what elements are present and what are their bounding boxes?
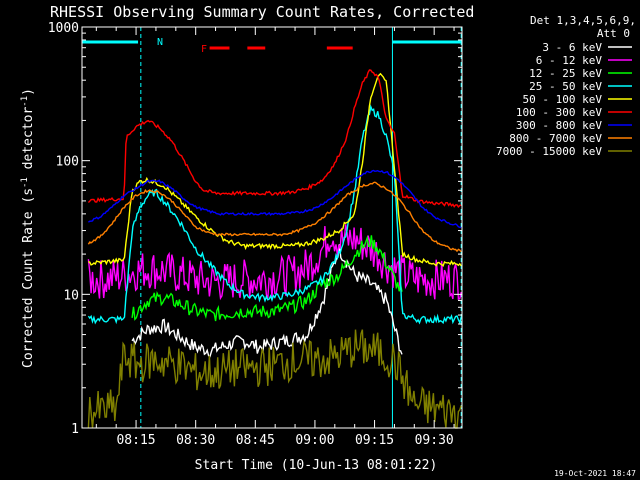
series-line-0 bbox=[131, 244, 403, 358]
y-axis-label-suffix: ) bbox=[21, 88, 36, 96]
flare-label: F bbox=[201, 44, 207, 55]
x-axis: 08:15 08:30 08:45 09:00 09:15 09:30 bbox=[95, 27, 455, 448]
chart-title: RHESSI Observing Summary Count Rates, Co… bbox=[50, 3, 474, 21]
y-axis: 1 10 100 1000 bbox=[48, 21, 462, 437]
series-line-5 bbox=[87, 69, 462, 208]
legend-item-label: 6 - 12 keV bbox=[536, 54, 603, 67]
legend-item-label: 12 - 25 keV bbox=[529, 67, 602, 80]
series-line-6 bbox=[87, 169, 462, 229]
series-line-7 bbox=[87, 181, 462, 253]
series-line-1 bbox=[87, 224, 462, 301]
y-tick-label: 10 bbox=[63, 288, 79, 303]
legend-item-label: 800 - 7000 keV bbox=[509, 132, 602, 145]
x-tick-label: 08:45 bbox=[236, 433, 275, 448]
legend-header-line1: Det 1,3,4,5,6,9, bbox=[530, 14, 636, 27]
y-axis-label-sup2: -1 bbox=[20, 96, 30, 107]
y-axis-label-prefix: Corrected Count Rate (s bbox=[21, 188, 36, 368]
legend-item-label: 25 - 50 keV bbox=[529, 80, 602, 93]
y-tick-label: 100 bbox=[56, 155, 79, 170]
legend-item-label: 50 - 100 keV bbox=[523, 93, 603, 106]
y-axis-label: Corrected Count Rate (s-1 detector-1) bbox=[20, 88, 36, 368]
series-line-3 bbox=[87, 104, 462, 325]
x-tick-label: 09:00 bbox=[295, 433, 334, 448]
y-tick-label: 1000 bbox=[48, 21, 79, 36]
series-line-8 bbox=[87, 329, 462, 429]
series-layer bbox=[87, 69, 462, 429]
night-label: N bbox=[157, 37, 163, 48]
series-line-2 bbox=[131, 235, 403, 322]
y-tick-label: 1 bbox=[71, 422, 79, 437]
legend-item-label: 3 - 6 keV bbox=[542, 41, 602, 54]
x-axis-label: Start Time (10-Jun-13 08:01:22) bbox=[195, 458, 438, 473]
legend-item-label: 100 - 300 keV bbox=[516, 106, 602, 119]
footer-timestamp: 19-Oct-2021 18:47 bbox=[554, 469, 636, 478]
legend-item-label: 7000 - 15000 keV bbox=[496, 145, 602, 158]
x-tick-label: 08:15 bbox=[116, 433, 155, 448]
y-axis-label-sup1: -1 bbox=[20, 177, 30, 188]
y-axis-label-mid: detector bbox=[21, 107, 36, 178]
x-tick-label: 08:30 bbox=[176, 433, 215, 448]
legend-item-label: 300 - 800 keV bbox=[516, 119, 602, 132]
legend-header-line2: Att 0 bbox=[597, 27, 630, 40]
plot-frame bbox=[81, 26, 463, 429]
x-tick-label: 09:30 bbox=[415, 433, 454, 448]
x-tick-label: 09:15 bbox=[355, 433, 394, 448]
